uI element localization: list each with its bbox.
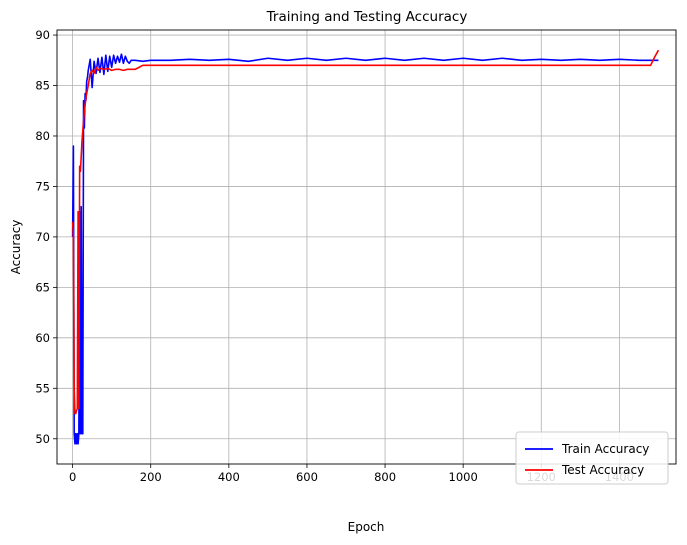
x-tick-label: 600 (296, 470, 318, 484)
x-axis-label: Epoch (348, 520, 385, 534)
plot-frame (56, 29, 677, 465)
chart-title: Training and Testing Accuracy (266, 9, 468, 25)
legend-train-label: Train Accuracy (561, 442, 649, 456)
y-tick-label: 75 (35, 179, 50, 193)
series-layer (71, 49, 660, 445)
y-tick-label: 85 (35, 79, 50, 93)
legend: Train Accuracy Test Accuracy (515, 431, 669, 485)
y-axis-label: Accuracy (9, 220, 23, 275)
x-tick-label: 800 (374, 470, 396, 484)
y-tick-label: 50 (35, 432, 50, 446)
y-tick-label: 70 (35, 230, 50, 244)
test-accuracy-line (71, 49, 660, 415)
legend-test-label: Test Accuracy (561, 463, 644, 477)
grid-lines (57, 30, 676, 464)
legend-box (515, 431, 669, 485)
x-tick-label: 1000 (449, 470, 478, 484)
y-tick-label: 90 (35, 28, 50, 42)
y-tick-label: 80 (35, 129, 50, 143)
y-tick-label: 65 (35, 280, 50, 294)
x-tick-label: 200 (140, 470, 162, 484)
y-tick-label: 55 (35, 381, 50, 395)
train-accuracy-line (71, 53, 659, 445)
x-tick-label: 400 (218, 470, 240, 484)
y-axis: 50 55 60 65 70 75 80 85 90 (35, 28, 57, 446)
y-tick-label: 60 (35, 331, 50, 345)
x-tick-label: 0 (69, 470, 76, 484)
